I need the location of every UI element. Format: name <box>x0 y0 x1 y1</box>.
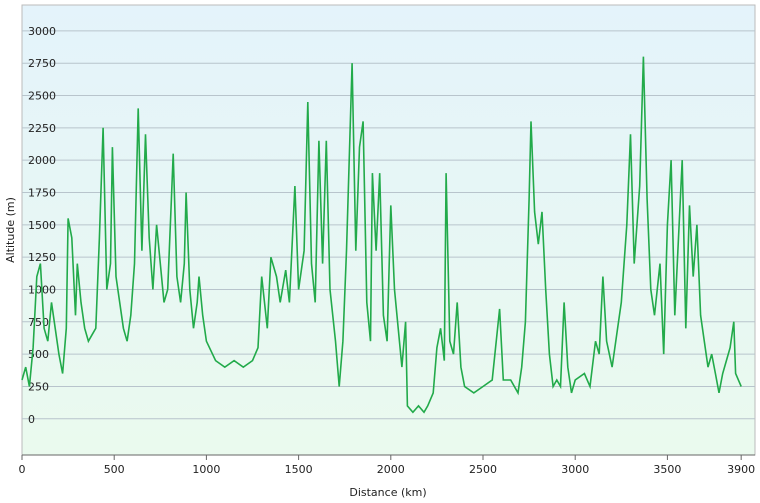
y-tick-label: 750 <box>28 316 49 329</box>
altitude-line <box>21 56 742 414</box>
x-tick-label: 1500 <box>285 463 313 476</box>
x-axis-label: Distance (km) <box>349 486 426 499</box>
y-tick-label: 3000 <box>28 25 56 38</box>
plot-area <box>21 4 756 456</box>
y-tick-label: 0 <box>28 413 35 426</box>
y-tick-label: 250 <box>28 380 49 393</box>
y-tick-label: 500 <box>28 348 49 361</box>
y-tick-label: 1250 <box>28 251 56 264</box>
y-tick-label: 1750 <box>28 187 56 200</box>
x-tick-label: 2500 <box>469 463 497 476</box>
x-tick-label: 3000 <box>561 463 589 476</box>
x-tick-label: 500 <box>104 463 125 476</box>
x-tick-label: 1000 <box>192 463 220 476</box>
y-tick-label: 2750 <box>28 57 56 70</box>
x-tick-label: 3900 <box>727 463 755 476</box>
y-axis-label: Altitude (m) <box>4 197 17 263</box>
x-tick-label: 3500 <box>653 463 681 476</box>
y-tick-label: 2250 <box>28 122 56 135</box>
y-tick-label: 2500 <box>28 90 56 103</box>
y-tick-label: 2000 <box>28 154 56 167</box>
x-tick-label: 0 <box>19 463 26 476</box>
x-tick-label: 2000 <box>377 463 405 476</box>
y-tick-label: 1500 <box>28 219 56 232</box>
